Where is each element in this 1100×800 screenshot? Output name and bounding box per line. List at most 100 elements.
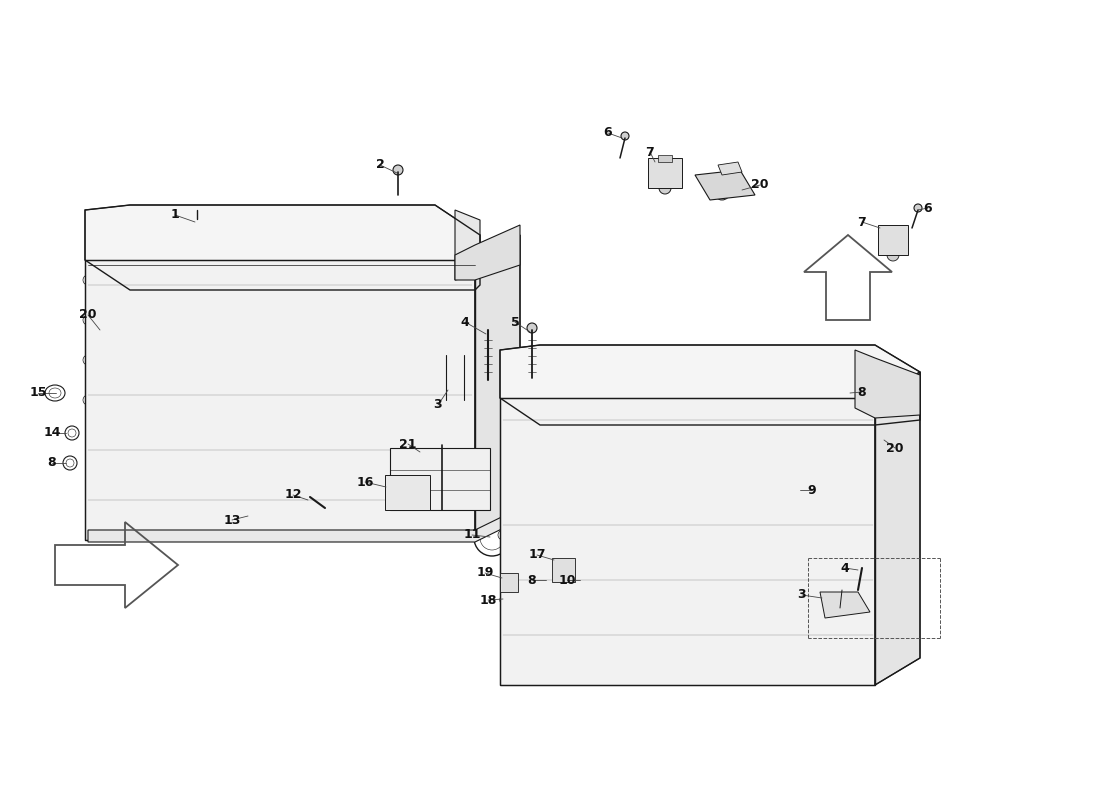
- Text: 17: 17: [528, 549, 546, 562]
- Text: 8: 8: [47, 457, 56, 470]
- Polygon shape: [455, 210, 480, 280]
- Text: a passion for parts...: a passion for parts...: [393, 466, 707, 494]
- Polygon shape: [390, 448, 490, 510]
- Ellipse shape: [546, 382, 574, 394]
- Circle shape: [914, 204, 922, 212]
- Ellipse shape: [666, 382, 694, 394]
- Circle shape: [538, 416, 602, 480]
- Ellipse shape: [206, 412, 250, 448]
- Ellipse shape: [366, 244, 394, 256]
- Circle shape: [196, 278, 260, 342]
- Circle shape: [322, 270, 401, 350]
- Circle shape: [664, 408, 744, 488]
- Text: 7: 7: [858, 215, 867, 229]
- Circle shape: [857, 561, 867, 571]
- Text: 5: 5: [510, 315, 519, 329]
- Ellipse shape: [786, 382, 814, 394]
- Polygon shape: [878, 225, 908, 255]
- Text: 4: 4: [840, 562, 849, 574]
- Polygon shape: [552, 558, 575, 582]
- Text: 8: 8: [858, 386, 867, 398]
- Circle shape: [122, 270, 202, 350]
- Ellipse shape: [146, 244, 174, 256]
- Circle shape: [530, 408, 610, 488]
- Polygon shape: [385, 475, 430, 510]
- Polygon shape: [500, 573, 518, 592]
- Text: 20: 20: [751, 178, 769, 191]
- Ellipse shape: [606, 382, 634, 394]
- Text: 9: 9: [807, 483, 816, 497]
- Polygon shape: [500, 345, 920, 425]
- Ellipse shape: [449, 342, 461, 354]
- Polygon shape: [648, 158, 682, 188]
- Polygon shape: [475, 235, 520, 540]
- Circle shape: [478, 240, 502, 264]
- Polygon shape: [500, 398, 874, 685]
- Text: 16: 16: [356, 475, 374, 489]
- Text: 20: 20: [887, 442, 904, 454]
- Ellipse shape: [273, 412, 317, 448]
- Polygon shape: [695, 170, 755, 200]
- Polygon shape: [855, 350, 920, 418]
- Ellipse shape: [842, 382, 869, 394]
- Circle shape: [255, 270, 336, 350]
- Ellipse shape: [482, 322, 494, 334]
- Text: 3: 3: [798, 589, 806, 602]
- Text: 13: 13: [223, 514, 241, 526]
- Circle shape: [330, 278, 394, 342]
- Ellipse shape: [527, 323, 537, 333]
- Text: 20: 20: [79, 309, 97, 322]
- Text: 11: 11: [463, 529, 481, 542]
- Circle shape: [597, 408, 676, 488]
- Circle shape: [130, 278, 194, 342]
- Circle shape: [714, 184, 730, 200]
- Polygon shape: [820, 592, 870, 618]
- Circle shape: [188, 270, 268, 350]
- Text: 21: 21: [399, 438, 417, 450]
- Ellipse shape: [421, 244, 449, 256]
- Circle shape: [659, 182, 671, 194]
- Circle shape: [605, 416, 669, 480]
- Polygon shape: [658, 155, 672, 162]
- Ellipse shape: [256, 244, 284, 256]
- Text: 18: 18: [480, 594, 497, 606]
- Circle shape: [739, 416, 803, 480]
- Text: 3: 3: [433, 398, 442, 411]
- Text: 4: 4: [461, 315, 470, 329]
- Ellipse shape: [726, 382, 754, 394]
- Ellipse shape: [682, 552, 726, 588]
- Ellipse shape: [340, 412, 384, 448]
- Text: 6: 6: [604, 126, 613, 139]
- Ellipse shape: [311, 244, 339, 256]
- Circle shape: [672, 416, 736, 480]
- Circle shape: [263, 278, 327, 342]
- Circle shape: [732, 408, 811, 488]
- Ellipse shape: [548, 552, 592, 588]
- Text: 2: 2: [375, 158, 384, 171]
- Circle shape: [880, 375, 910, 405]
- Circle shape: [393, 165, 403, 175]
- Polygon shape: [85, 205, 480, 290]
- Ellipse shape: [446, 394, 464, 410]
- Text: 7: 7: [646, 146, 654, 158]
- Text: eurospas: eurospas: [210, 326, 890, 454]
- Polygon shape: [88, 508, 520, 542]
- Polygon shape: [718, 162, 743, 175]
- Text: 8: 8: [528, 574, 537, 586]
- Text: 6: 6: [924, 202, 933, 214]
- Ellipse shape: [615, 552, 659, 588]
- Polygon shape: [85, 260, 475, 540]
- Text: 12: 12: [284, 489, 301, 502]
- Ellipse shape: [140, 412, 184, 448]
- Ellipse shape: [446, 343, 464, 387]
- Ellipse shape: [456, 230, 480, 266]
- Circle shape: [302, 491, 313, 501]
- Text: 1: 1: [170, 209, 179, 222]
- Circle shape: [621, 132, 629, 140]
- Text: 10: 10: [558, 574, 575, 586]
- Text: 15: 15: [30, 386, 46, 399]
- Circle shape: [437, 438, 447, 448]
- Polygon shape: [455, 225, 520, 280]
- Circle shape: [191, 219, 204, 231]
- Ellipse shape: [201, 244, 229, 256]
